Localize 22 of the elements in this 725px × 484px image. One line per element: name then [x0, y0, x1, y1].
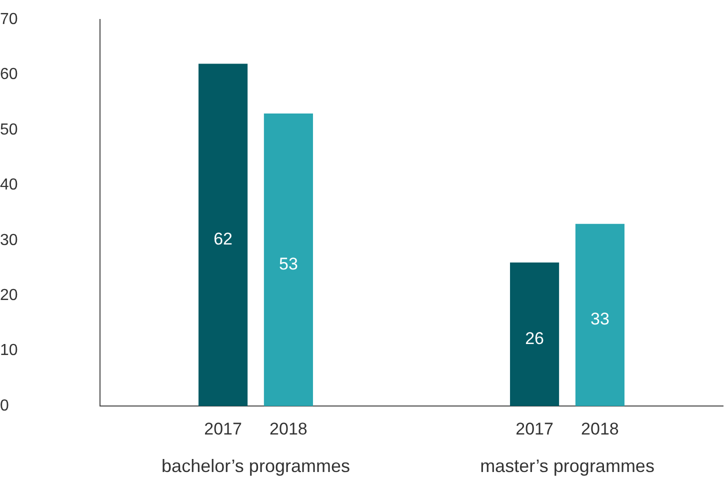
series-label: 2018 [270, 420, 308, 439]
y-tick-label: 70 [0, 11, 18, 28]
y-tick-label: 20 [0, 287, 18, 304]
y-tick-label: 0 [0, 397, 9, 414]
series-label: 2017 [204, 420, 242, 439]
bar [264, 113, 313, 406]
y-tick-label: 60 [0, 66, 18, 84]
bar [510, 262, 560, 406]
text: 2017 [516, 420, 554, 439]
y-tick-label: 50 [0, 121, 18, 138]
data-label: 62 [214, 230, 233, 249]
y-tick-label: 30 [0, 232, 18, 249]
bar [575, 224, 624, 406]
text: 2018 [581, 420, 619, 439]
bar [198, 64, 248, 406]
x-tick-label: bachelor’s programmes [162, 456, 350, 476]
x-tick-label: master’s programmes [480, 456, 654, 476]
data-label: 53 [278, 254, 298, 274]
y-tick-label: 40 [0, 176, 18, 194]
data-label: 26 [525, 328, 544, 348]
y-tick-label: 10 [0, 342, 18, 360]
data-label: 33 [590, 310, 610, 329]
